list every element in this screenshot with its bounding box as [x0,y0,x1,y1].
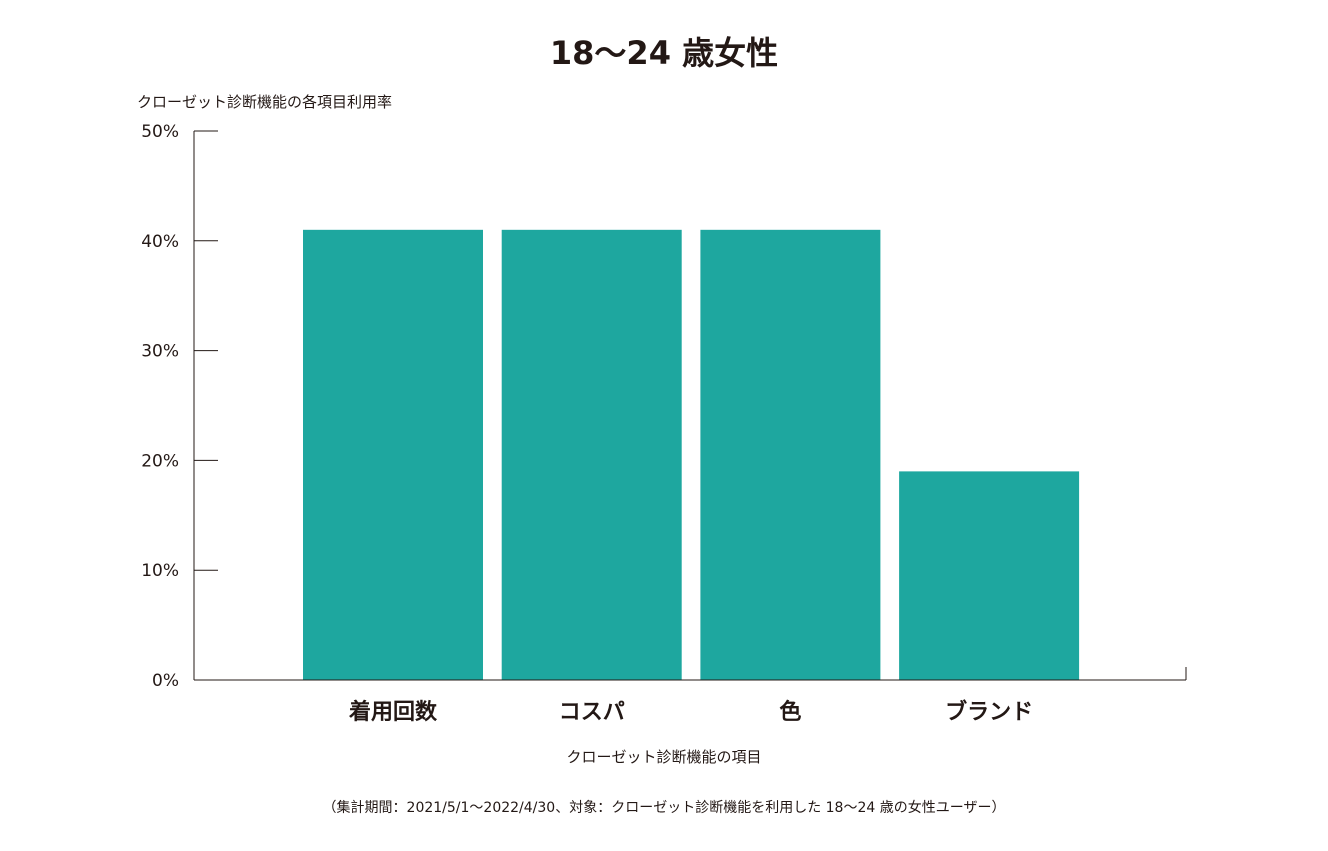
y-tick-label: 10% [141,561,179,581]
y-axis-title: クローゼット診断機能の各項目利用率 [137,93,392,111]
y-tick-label: 30% [141,342,179,362]
bar [899,471,1080,680]
y-tick-label: 20% [141,451,179,471]
plot-area: 0% 10% 20% 30% 40% 50% 着用回数 コスパ 色 ブランド [141,122,1187,725]
y-tick-label: 0% [152,671,179,691]
footnote: （集計期間：2021/5/1〜2022/4/30、対象：クローゼット診断機能を利… [323,799,1006,816]
bar [501,229,682,680]
y-tick-label: 40% [141,232,179,252]
category-label: ブランド [945,699,1033,725]
category-label: 色 [779,699,801,725]
category-label: コスパ [559,700,625,725]
x-axis-title: クローゼット診断機能の項目 [566,748,761,766]
category-label: 着用回数 [348,699,438,725]
y-tick-label: 50% [141,122,179,142]
bar [303,229,483,680]
bar [700,229,881,680]
chart-title: 18〜24 歳女性 [550,34,778,72]
